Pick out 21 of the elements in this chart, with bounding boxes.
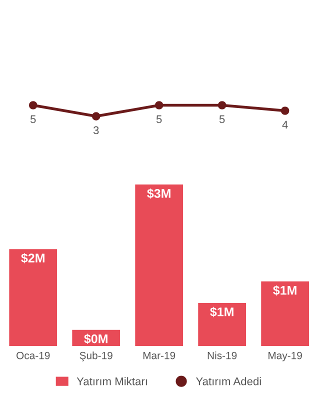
x-tick-label: May-19 bbox=[268, 352, 302, 362]
data-label: $3M bbox=[147, 188, 170, 199]
data-label: 5 bbox=[156, 115, 162, 124]
data-label: $1M bbox=[273, 285, 296, 296]
legend-label: Yatırım Miktarı bbox=[76, 377, 147, 386]
data-label: 4 bbox=[282, 120, 288, 129]
data-label: 5 bbox=[219, 115, 225, 124]
bar bbox=[261, 281, 309, 346]
x-tick-label: Mar-19 bbox=[143, 352, 176, 360]
bar bbox=[135, 184, 184, 346]
legend-label: Yatırım Adedi bbox=[196, 377, 261, 386]
bar bbox=[9, 249, 58, 346]
data-label: $0M bbox=[84, 334, 108, 344]
bar bbox=[198, 302, 246, 346]
x-tick-label: Şub-19 bbox=[80, 352, 112, 362]
data-label: $1M bbox=[210, 306, 234, 318]
data-label: 3 bbox=[93, 126, 99, 134]
x-tick-label: Nis-19 bbox=[208, 352, 237, 360]
x-tick-label: Oca-19 bbox=[16, 352, 50, 360]
data-label: $2M bbox=[21, 253, 44, 264]
data-label: 5 bbox=[30, 115, 36, 124]
